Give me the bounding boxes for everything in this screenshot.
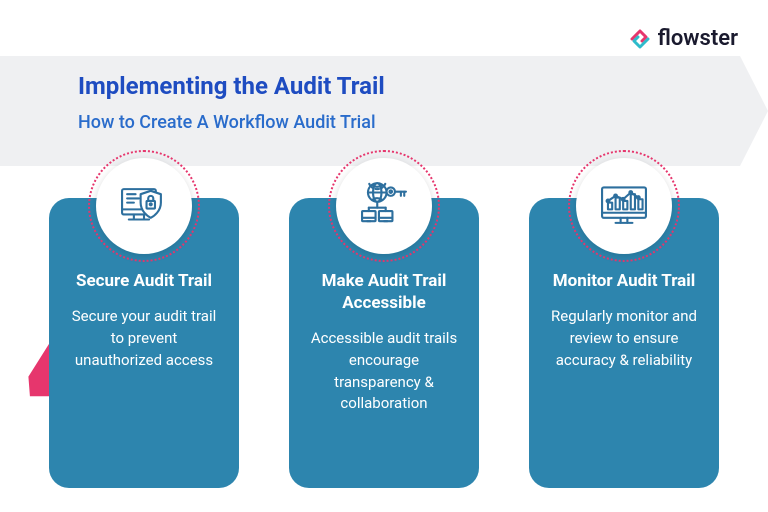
shield-monitor-icon [117,179,171,233]
sub-heading: How to Create A Workflow Audit Trial [78,112,376,133]
card-description: Secure your audit trail to prevent unaut… [67,306,221,371]
banner-arrow-head [740,56,768,166]
card-monitor: Monitor Audit Trail Regularly monitor an… [529,198,719,488]
card-description: Regularly monitor and review to ensure a… [547,306,701,371]
card-row: Secure Audit Trail Secure your audit tra… [0,198,768,488]
card-title: Secure Audit Trail [67,270,221,292]
icon-circle [96,158,192,254]
icon-circle [336,158,432,254]
brand-logo: flowster [628,26,738,51]
icon-circle [576,158,672,254]
card-title: Make Audit Trail Accessible [307,270,461,314]
network-key-icon [357,179,411,233]
chart-monitor-icon [597,179,651,233]
card-accessible: Make Audit Trail Accessible Accessible a… [289,198,479,488]
flowster-logo-icon [628,27,652,51]
card-secure: Secure Audit Trail Secure your audit tra… [49,198,239,488]
card-description: Accessible audit trails encourage transp… [307,328,461,415]
card-title: Monitor Audit Trail [547,270,701,292]
main-heading: Implementing the Audit Trail [78,72,385,100]
brand-name: flowster [658,26,738,51]
